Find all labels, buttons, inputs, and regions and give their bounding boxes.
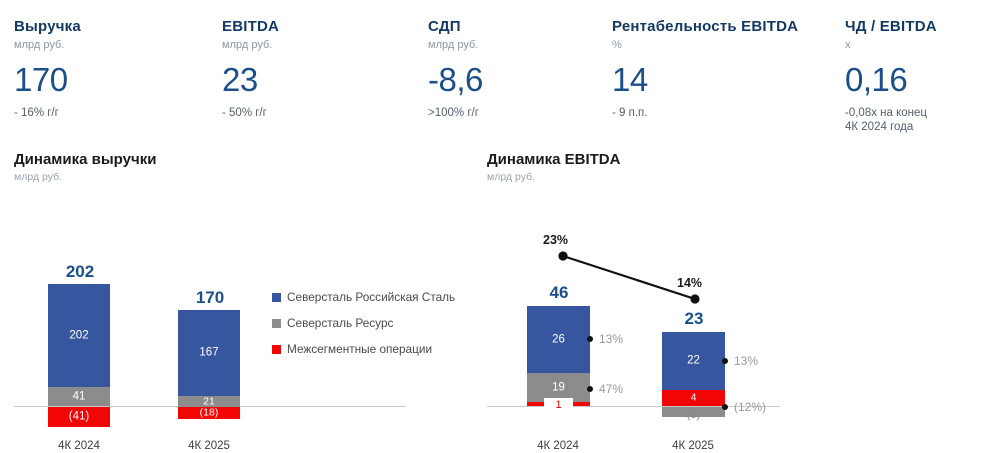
kpi-title: EBITDA bbox=[222, 18, 280, 35]
segment-margin-marker: 13% bbox=[587, 332, 623, 346]
legend-swatch-gray-icon bbox=[272, 319, 281, 328]
x-axis-label: 4К 2024 bbox=[58, 440, 100, 452]
bar-total-label: 202 bbox=[65, 262, 95, 281]
bar-segment-intersegment: (41) bbox=[48, 407, 110, 427]
kpi-card-fcf: СДП млрд руб. -8,6 >100% г/г bbox=[428, 18, 483, 120]
kpi-card-revenue: Выручка млрд руб. 170 - 16% г/г bbox=[14, 18, 81, 120]
chart-title: Динамика EBITDA bbox=[487, 151, 621, 168]
kpi-title: Выручка bbox=[14, 18, 81, 35]
kpi-delta-line: -0,08х на конец bbox=[845, 107, 927, 119]
bar-segment-value: 41 bbox=[72, 390, 86, 402]
kpi-unit: млрд руб. bbox=[14, 39, 65, 51]
bar-segment-value: 202 bbox=[69, 329, 89, 341]
marker-label: (12%) bbox=[734, 400, 767, 414]
segment-margin-marker: 13% bbox=[722, 354, 758, 368]
bar-segment-value-pill: 1 bbox=[544, 398, 573, 411]
legend-label: Северсталь Ресурс bbox=[287, 316, 394, 330]
kpi-value: 14 bbox=[612, 61, 648, 98]
marker-dot-icon bbox=[722, 404, 728, 410]
kpi-delta: - 16% г/г bbox=[14, 106, 81, 120]
kpi-delta-line: - 9 п.п. bbox=[612, 107, 648, 119]
segment-margin-marker: 47% bbox=[587, 382, 623, 396]
kpi-unit: млрд руб. bbox=[222, 39, 273, 51]
bar-segment-value: 19 bbox=[552, 381, 565, 393]
marker-label: 47% bbox=[599, 382, 624, 396]
bar-segment-value: 21 bbox=[203, 395, 215, 407]
bar-segment-steel: 167 bbox=[178, 310, 240, 396]
x-axis-label: 4К 2025 bbox=[672, 440, 714, 452]
legend-item-resource[interactable]: Северсталь Ресурс bbox=[272, 316, 455, 331]
bar-segment-steel: 22 bbox=[662, 332, 725, 390]
bar-segment-steel: 26 bbox=[527, 306, 590, 373]
bar-total-label: 23 bbox=[684, 309, 704, 328]
segment-margin-marker: (12%) bbox=[722, 400, 766, 414]
kpi-card-netdebt-ebitda: ЧД / EBITDA х 0,16 -0,08х на конец 4К 20… bbox=[845, 18, 937, 134]
bar-total-label: 46 bbox=[549, 283, 569, 302]
x-axis-label: 4К 2024 bbox=[537, 440, 579, 452]
chart-unit: млрд руб. bbox=[487, 171, 536, 183]
kpi-unit: % bbox=[612, 39, 622, 51]
kpi-delta-line: - 50% г/г bbox=[222, 107, 267, 119]
chart-title: Динамика выручки bbox=[14, 151, 157, 168]
kpi-title: ЧД / EBITDA bbox=[845, 18, 937, 35]
ebitda-chart-block: Динамика EBITDA млрд руб. 23% 14% 46 26 … bbox=[487, 150, 1000, 452]
legend-item-intersegment[interactable]: Межсегментные операции bbox=[272, 342, 455, 357]
legend-label: Северсталь Российская Сталь bbox=[287, 290, 456, 304]
kpi-title: СДП bbox=[428, 18, 461, 35]
bar-segment-intersegment: 4 bbox=[662, 390, 725, 406]
margin-point-label: 23% bbox=[543, 233, 569, 247]
bar-segment-steel: 202 bbox=[48, 284, 110, 387]
kpi-value: 170 bbox=[14, 61, 68, 98]
bar-segment-resource bbox=[662, 407, 725, 417]
bar-segment-value: (18) bbox=[199, 406, 219, 419]
kpi-row: Выручка млрд руб. 170 - 16% г/г EBITDA м… bbox=[0, 0, 1000, 140]
bar-total-label: 170 bbox=[195, 288, 225, 307]
marker-label: 13% bbox=[734, 354, 759, 368]
kpi-unit: х bbox=[845, 39, 851, 51]
kpi-delta-line: >100% г/г bbox=[428, 107, 479, 119]
zero-axis-line bbox=[487, 406, 780, 407]
x-axis-label: 4К 2025 bbox=[188, 440, 230, 452]
kpi-delta-line: - 16% г/г bbox=[14, 107, 59, 119]
bar-segment-value: (3) bbox=[686, 409, 701, 421]
kpi-delta-line: 4К 2024 года bbox=[845, 121, 914, 133]
bar-segment-resource: 21 bbox=[178, 395, 240, 407]
kpi-title: Рентабельность EBITDA bbox=[612, 18, 799, 35]
kpi-card-ebitda-margin: Рентабельность EBITDA % 14 - 9 п.п. bbox=[612, 18, 798, 120]
bar-segment-resource: 19 bbox=[527, 373, 590, 402]
marker-dot-icon bbox=[722, 358, 728, 364]
kpi-value: -8,6 bbox=[428, 61, 483, 98]
revenue-chart-block: Динамика выручки млрд руб. 202 202 41 (4… bbox=[14, 150, 484, 452]
revenue-legend: Северсталь Российская Сталь Северсталь Р… bbox=[272, 290, 455, 357]
marker-dot-icon bbox=[587, 336, 593, 342]
legend-swatch-red-icon bbox=[272, 345, 281, 354]
kpi-delta: >100% г/г bbox=[428, 106, 483, 120]
kpi-delta: -0,08х на конец 4К 2024 года bbox=[845, 106, 937, 134]
legend-label: Межсегментные операции bbox=[287, 342, 433, 356]
kpi-value: 0,16 bbox=[845, 61, 908, 98]
bar-segment-value: 22 bbox=[687, 354, 700, 367]
bar-segment-intersegment: (18) bbox=[178, 407, 240, 419]
margin-point-label: 14% bbox=[677, 276, 703, 290]
bar-segment-value: (41) bbox=[68, 410, 90, 423]
ebitda-plot-area: 23% 14% 46 26 19 1 13% 47% 4К 2024 23 22… bbox=[487, 188, 1000, 452]
bar-segment-value: 4 bbox=[690, 391, 697, 404]
kpi-unit: млрд руб. bbox=[428, 39, 479, 51]
bar-segment-resource: 41 bbox=[48, 387, 110, 406]
legend-item-steel[interactable]: Северсталь Российская Сталь bbox=[272, 290, 455, 305]
ebitda-margin-line bbox=[558, 251, 700, 304]
chart-unit: млрд руб. bbox=[14, 171, 63, 183]
legend-swatch-blue-icon bbox=[272, 293, 281, 302]
marker-label: 13% bbox=[599, 332, 624, 346]
kpi-delta: - 50% г/г bbox=[222, 106, 279, 120]
marker-dot-icon bbox=[587, 386, 593, 392]
kpi-delta: - 9 п.п. bbox=[612, 106, 798, 120]
kpi-value: 23 bbox=[222, 61, 258, 98]
bar-segment-value: 26 bbox=[552, 333, 565, 345]
kpi-card-ebitda: EBITDA млрд руб. 23 - 50% г/г bbox=[222, 18, 279, 120]
bar-segment-value: 167 bbox=[199, 346, 219, 359]
